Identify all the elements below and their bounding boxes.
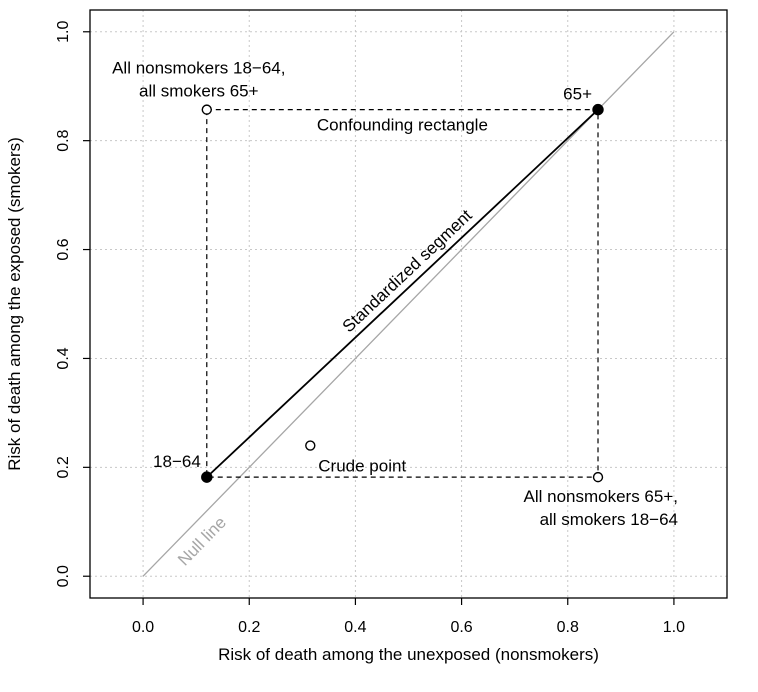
x-tick-label-3: 0.6 [450,619,472,636]
y-tick-label-0: 0.0 [55,565,72,587]
confounding-rectangle-outline [206,109,599,478]
y-axis-title: Risk of death among the exposed (smokers… [5,137,24,471]
label-bottom-right-line2: all smokers 18−64 [540,510,678,529]
point-0 [201,471,213,483]
grid [90,10,727,598]
confounding-rectangle [206,109,599,478]
y-tick-label-5: 1.0 [55,21,72,43]
label-65-plus: 65+ [563,85,592,104]
label-top-left-line1: All nonsmokers 18−64, [112,59,285,78]
label-null-line: Null line [174,513,230,570]
x-axis-title: Risk of death among the unexposed (nonsm… [218,645,599,664]
x-tick-label-1: 0.2 [238,619,260,636]
x-tick-label-2: 0.4 [344,619,366,636]
x-tick-label-5: 1.0 [663,619,685,636]
label-crude-point: Crude point [318,457,406,476]
y-tick-label-2: 0.4 [55,347,72,369]
point-4 [305,440,316,451]
standardized-segment-group [206,108,599,478]
standardized-segment-line [206,108,599,478]
y-tick-label-4: 0.8 [55,129,72,151]
label-confounding-rectangle: Confounding rectangle [317,116,488,135]
x-tick-label-4: 0.8 [557,619,579,636]
point-1 [592,103,604,116]
point-3 [592,471,604,483]
label-standardized-segment: Standardized segment [339,206,476,337]
plot-frame [89,9,728,599]
label-top-left-line2: all smokers 65+ [139,82,259,101]
label-18-64: 18−64 [153,452,201,471]
x-tick-label-0: 0.0 [132,619,154,636]
y-tick-label-3: 0.6 [55,238,72,260]
label-bottom-right-line1: All nonsmokers 65+, [524,487,679,506]
y-tick-label-1: 0.2 [55,456,72,478]
axis-ticks: 0.0 0.2 0.4 0.6 0.8 1.0 0.0 0.2 0.4 0.6 0.8 1.0 [55,21,685,636]
points [201,103,604,483]
point-2 [201,104,212,115]
